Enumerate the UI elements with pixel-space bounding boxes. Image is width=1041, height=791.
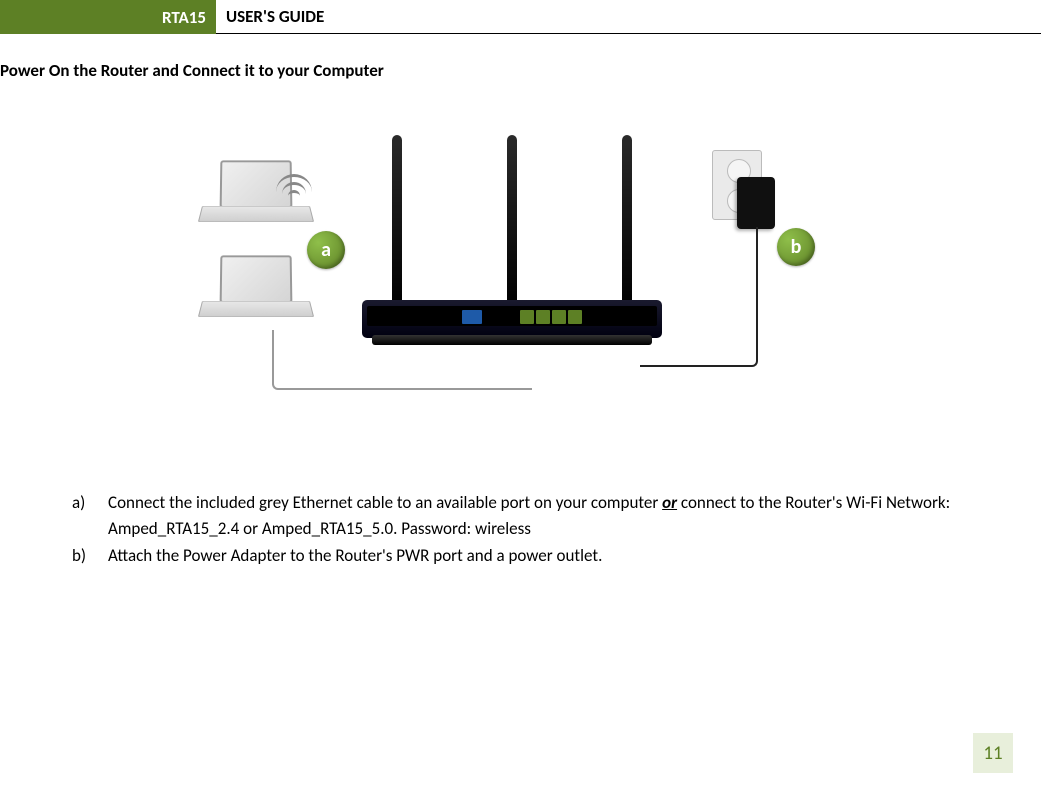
instruction-step-a: a) Connect the included grey Ethernet ca…: [72, 490, 961, 541]
step-letter: a): [72, 490, 108, 541]
instruction-step-b: b) Attach the Power Adapter to the Route…: [72, 543, 961, 569]
step-letter: b): [72, 543, 108, 569]
header-bar: RTA15 USER'S GUIDE: [0, 0, 1041, 34]
page-number: 11: [973, 733, 1013, 773]
wifi-icon: [274, 180, 314, 210]
badge-b-icon: b: [777, 228, 815, 266]
step-a-pre: Connect the included grey Ethernet cable…: [108, 492, 662, 513]
laptop-wired-icon: [202, 255, 312, 330]
badge-a-icon: a: [307, 231, 345, 269]
step-a-or: or: [662, 492, 677, 513]
step-b-text: Attach the Power Adapter to the Router's…: [108, 543, 961, 569]
router-icon: [362, 135, 662, 355]
laptop-wireless-icon: [202, 160, 312, 235]
header-guide-title: USER'S GUIDE: [226, 0, 324, 33]
header-product-tab: RTA15: [0, 0, 216, 34]
step-a-text: Connect the included grey Ethernet cable…: [108, 490, 961, 541]
section-title: Power On the Router and Connect it to yo…: [0, 60, 384, 81]
setup-diagram: a b: [182, 115, 822, 405]
power-adapter-icon: [737, 177, 775, 229]
instruction-list: a) Connect the included grey Ethernet ca…: [72, 490, 961, 571]
power-cable-icon: [640, 227, 758, 367]
